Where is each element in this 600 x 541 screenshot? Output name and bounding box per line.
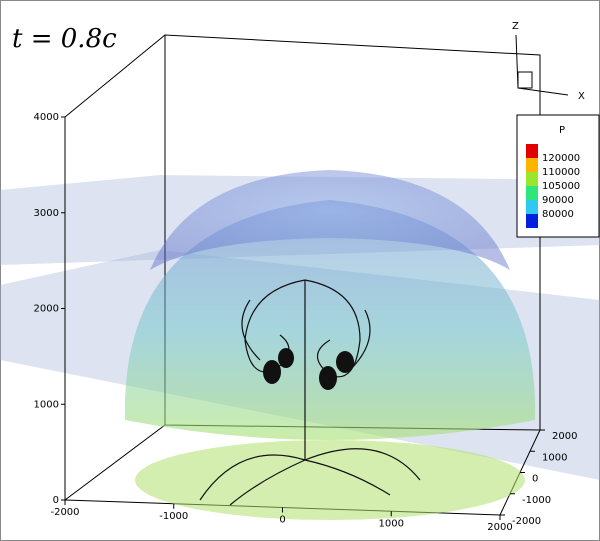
legend-swatch <box>526 172 538 186</box>
chart: t = 0.8c X Z P -2000-1000010002000-2000-… <box>0 0 600 541</box>
legend-swatch <box>526 186 538 200</box>
z-tick-label: 3000 <box>34 208 59 219</box>
z-tick-label: 1000 <box>34 399 59 410</box>
legend-swatch <box>526 144 538 158</box>
legend-title: P <box>559 125 565 136</box>
y-tick-label: 1000 <box>542 452 567 463</box>
y-tick-label: 0 <box>532 474 538 485</box>
triad <box>516 35 568 95</box>
legend-swatch <box>526 158 538 172</box>
x-tick-label: 0 <box>279 515 285 526</box>
legend-label: 120000 <box>542 153 580 164</box>
y-tick-label: -1000 <box>522 495 551 506</box>
y-tick-label: 2000 <box>552 431 577 442</box>
z-tick-label: 4000 <box>34 112 59 123</box>
x-axis-label: X <box>578 91 585 102</box>
z-axis-label: Z <box>512 21 519 32</box>
x-tick-label: 1000 <box>379 518 404 529</box>
legend-swatch <box>526 214 538 228</box>
x-tick-label: -2000 <box>50 507 79 518</box>
z-tick-label: 0 <box>53 495 59 506</box>
y-tick-label: -2000 <box>512 516 541 527</box>
legend-swatch <box>526 200 538 214</box>
x-tick-label: -1000 <box>159 511 188 522</box>
legend-label: 80000 <box>542 209 574 220</box>
legend-label: 110000 <box>542 167 580 178</box>
legend-label: 90000 <box>542 195 574 206</box>
x-tick-label: 2000 <box>487 522 512 533</box>
z-tick-label: 2000 <box>34 304 59 315</box>
legend-label: 105000 <box>542 181 580 192</box>
annotation: t = 0.8c <box>12 24 117 54</box>
